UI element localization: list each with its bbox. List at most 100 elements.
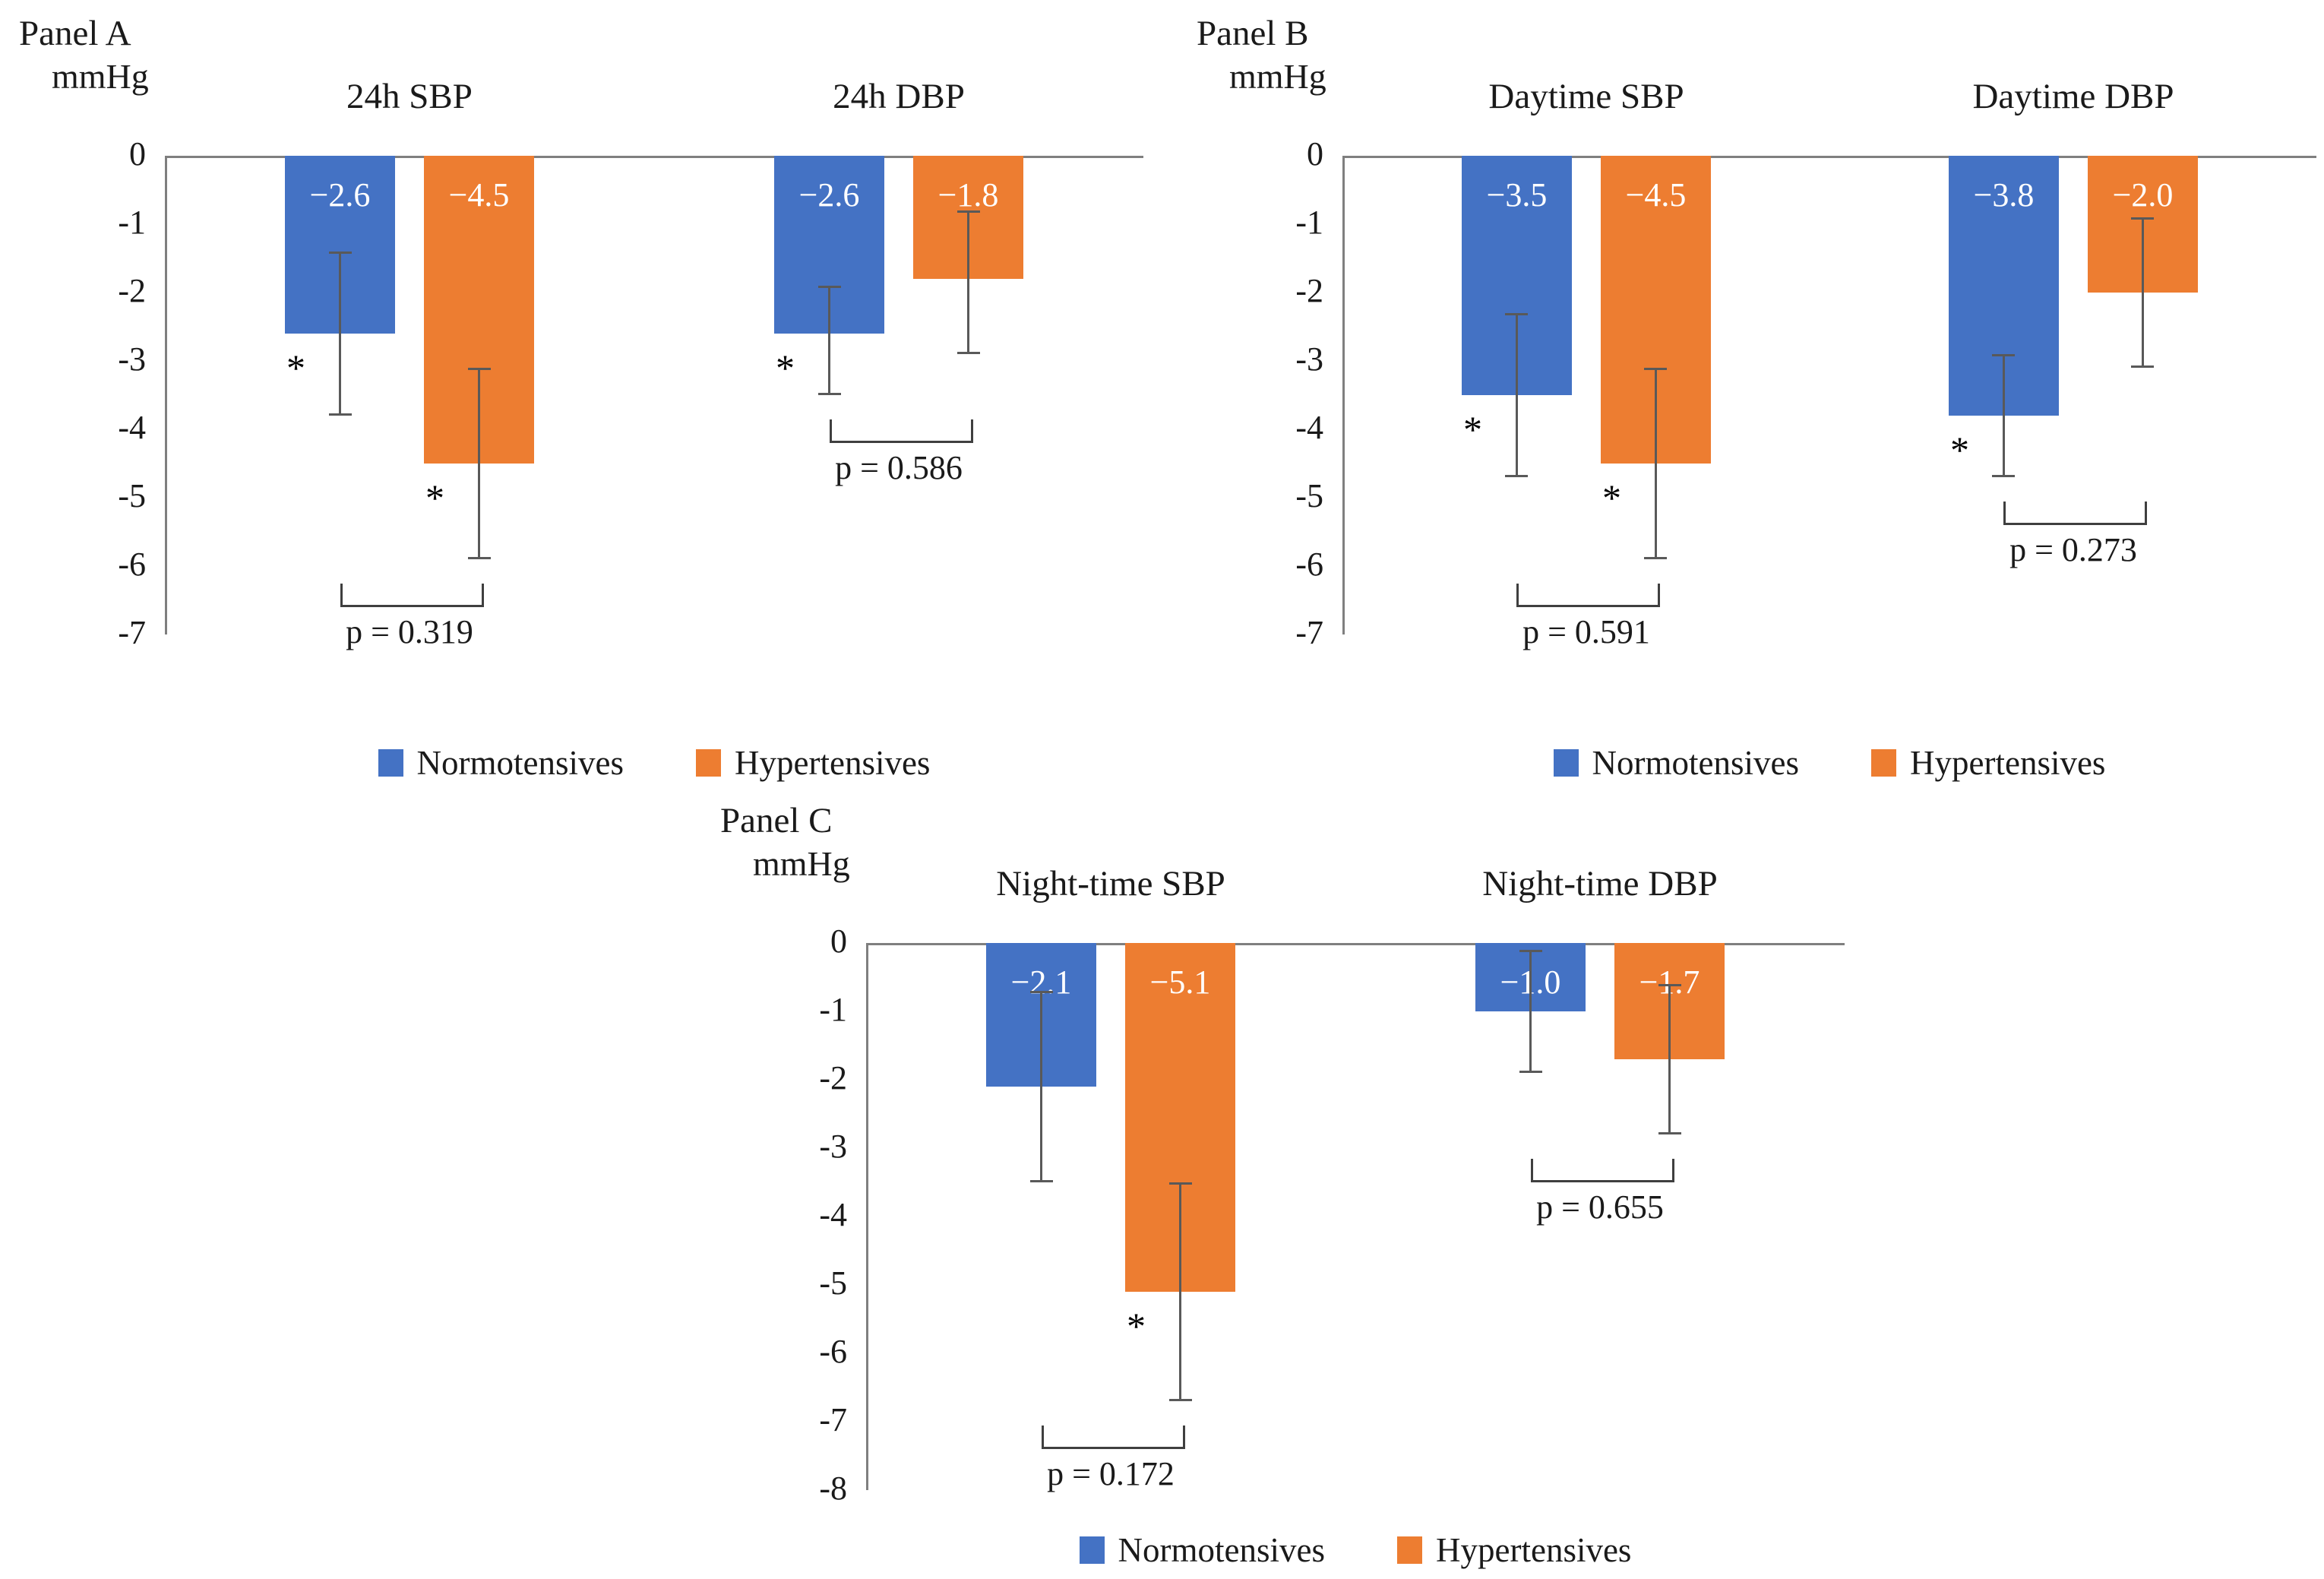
- y-axis-tick-label: -6: [1295, 546, 1323, 583]
- legend-item-normotensives: Normotensives: [1079, 1530, 1326, 1570]
- significance-asterisk: *: [286, 346, 305, 389]
- error-bar: [2003, 354, 2005, 477]
- p-value-label: p = 0.586: [835, 449, 963, 486]
- bar-value-label: −3.8: [1973, 176, 2035, 214]
- y-axis-tick-label: -6: [118, 546, 146, 583]
- error-bar-cap-top: [468, 368, 491, 370]
- y-axis-line: [165, 156, 167, 634]
- zero-baseline: [1342, 156, 2316, 158]
- error-bar: [967, 210, 969, 354]
- y-axis-tick-label: -4: [118, 409, 146, 446]
- error-bar: [1668, 984, 1671, 1134]
- y-axis-unit-label: mmHg: [1229, 57, 1326, 96]
- y-axis-tick-label: -5: [118, 477, 146, 514]
- significance-asterisk: *: [1463, 408, 1482, 451]
- y-axis-tick-label: -4: [819, 1196, 847, 1233]
- legend-label: Normotensives: [1592, 744, 1800, 782]
- y-axis-tick-label: -3: [118, 340, 146, 378]
- legend-item-hypertensives: Hypertensives: [1871, 743, 2105, 783]
- significance-asterisk: *: [1602, 476, 1621, 519]
- legend-item-normotensives: Normotensives: [378, 743, 624, 783]
- legend-item-hypertensives: Hypertensives: [696, 743, 930, 783]
- comparison-bracket: [1516, 584, 1660, 607]
- y-axis-tick-label: -7: [819, 1401, 847, 1438]
- group-title: Daytime DBP: [1972, 77, 2174, 116]
- error-bar-cap-bottom: [957, 352, 980, 354]
- error-bar-cap-top: [1992, 354, 2015, 356]
- comparison-bracket: [830, 419, 973, 443]
- y-axis-tick-label: -7: [118, 614, 146, 651]
- bar-value-label: −5.1: [1149, 964, 1211, 1001]
- p-value-label: p = 0.591: [1522, 613, 1650, 650]
- y-axis-tick-label: -1: [819, 991, 847, 1028]
- panel-title: Panel A: [19, 14, 131, 53]
- panel-c: Panel C mmHg 0 -1 -2 -3 -4 -5 -6 -7 -8 Night-time S…: [709, 796, 1845, 1579]
- error-bar-cap-bottom: [1658, 1132, 1681, 1134]
- comparison-bracket: [2003, 502, 2147, 525]
- legend-swatch-hypertensives: [696, 749, 722, 777]
- p-value-label: p = 0.172: [1047, 1455, 1175, 1492]
- y-axis-tick-label: -8: [819, 1470, 847, 1507]
- zero-baseline: [866, 943, 1845, 945]
- legend-swatch-hypertensives: [1871, 749, 1897, 777]
- error-bar-cap-bottom: [1505, 475, 1528, 477]
- p-value-label: p = 0.655: [1536, 1188, 1664, 1226]
- legend-label: Normotensives: [416, 744, 624, 782]
- comparison-bracket: [1042, 1426, 1185, 1449]
- comparison-bracket: [1531, 1159, 1674, 1182]
- error-bar-cap-top: [1169, 1182, 1192, 1185]
- error-bar: [828, 286, 830, 395]
- significance-asterisk: *: [425, 476, 444, 519]
- error-bar: [1655, 368, 1657, 559]
- y-axis-tick-label: -5: [819, 1264, 847, 1302]
- y-axis-tick-label: -7: [1295, 614, 1323, 651]
- error-bar-cap-top: [2131, 217, 2154, 220]
- error-bar: [478, 368, 480, 559]
- legend: Normotensives Hypertensives: [165, 740, 1143, 786]
- bar-value-label: −2.6: [798, 176, 860, 214]
- bar-value-label: −2.0: [2112, 176, 2174, 214]
- y-axis-tick-label: -6: [819, 1333, 847, 1370]
- y-axis-line: [1342, 156, 1345, 634]
- bar-value-label: −1.8: [938, 176, 999, 214]
- legend-label: Hypertensives: [1436, 1531, 1632, 1569]
- error-bar-cap-bottom: [1519, 1071, 1542, 1073]
- error-bar: [2142, 217, 2144, 368]
- error-bar: [1529, 950, 1532, 1073]
- significance-asterisk: *: [776, 346, 795, 389]
- legend-swatch-normotensives: [1553, 749, 1579, 777]
- error-bar-cap-bottom: [1030, 1180, 1053, 1182]
- significance-asterisk: *: [1127, 1305, 1146, 1347]
- error-bar-cap-bottom: [2131, 365, 2154, 368]
- error-bar-cap-bottom: [468, 557, 491, 559]
- error-bar: [1040, 991, 1042, 1182]
- legend-label: Normotensives: [1118, 1531, 1326, 1569]
- error-bar-cap-bottom: [818, 393, 841, 395]
- y-axis-tick-label: 0: [1307, 135, 1323, 172]
- y-axis-unit-label: mmHg: [753, 844, 850, 883]
- error-bar: [339, 252, 341, 416]
- panel-title: Panel B: [1197, 14, 1309, 53]
- y-axis-tick-label: -2: [118, 272, 146, 309]
- bar-value-label: −3.5: [1486, 176, 1548, 214]
- legend-swatch-hypertensives: [1397, 1536, 1423, 1564]
- legend-item-hypertensives: Hypertensives: [1397, 1530, 1631, 1570]
- legend-label: Hypertensives: [735, 744, 931, 782]
- error-bar-cap-top: [1030, 991, 1053, 993]
- group-title: Night-time SBP: [996, 864, 1225, 903]
- group-title: 24h DBP: [833, 77, 965, 116]
- error-bar-cap-top: [1658, 984, 1681, 986]
- y-axis-tick-label: 0: [129, 135, 146, 172]
- legend-item-normotensives: Normotensives: [1553, 743, 1800, 783]
- p-value-label: p = 0.273: [2009, 531, 2137, 568]
- error-bar-cap-top: [818, 286, 841, 288]
- y-axis-tick-label: -1: [118, 204, 146, 241]
- y-axis-line: [866, 943, 868, 1490]
- error-bar-cap-top: [1505, 313, 1528, 315]
- error-bar-cap-bottom: [329, 413, 352, 416]
- bar-value-label: −4.5: [448, 176, 510, 214]
- error-bar-cap-top: [957, 210, 980, 213]
- bar-value-label: −2.6: [309, 176, 371, 214]
- group-title: 24h SBP: [346, 77, 473, 116]
